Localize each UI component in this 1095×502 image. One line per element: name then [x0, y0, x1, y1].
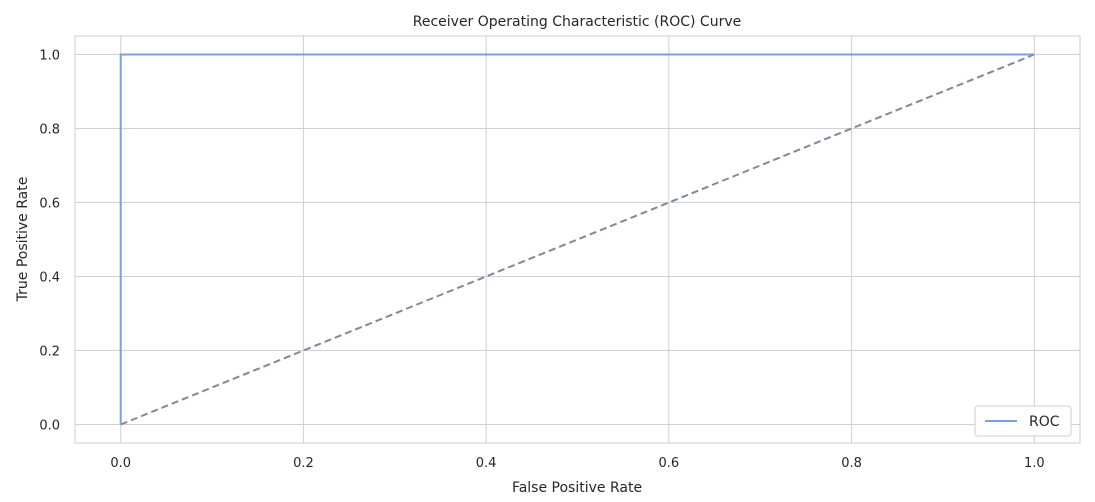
y-tick-label: 0.6: [39, 197, 60, 212]
x-tick-label: 0.2: [293, 456, 314, 471]
tick-labels: 0.0 0.2 0.4 0.6 0.8 1.0 0.0 0.2 0.4 0.6 0.8 1.0: [39, 49, 1044, 472]
y-tick-label: 0.0: [39, 419, 60, 434]
y-tick-label: 0.4: [39, 271, 60, 286]
x-axis-label: False Positive Rate: [512, 480, 642, 496]
y-tick-label: 0.2: [39, 345, 60, 360]
chance-line: [120, 53, 1035, 426]
chart-title: Receiver Operating Characteristic (ROC) …: [413, 14, 742, 30]
x-tick-label: 0.8: [841, 456, 862, 471]
series: [119, 53, 1035, 426]
roc-curve: [119, 53, 1035, 425]
legend-box: [974, 405, 1072, 437]
x-tick-label: 0.6: [659, 456, 680, 471]
x-tick-label: 1.0: [1024, 456, 1045, 471]
y-axis-label: True Positive Rate: [15, 177, 31, 303]
legend-label-roc: ROC: [1029, 414, 1060, 430]
plot-frame: [74, 35, 1081, 444]
y-tick-label: 1.0: [39, 49, 60, 64]
x-tick-label: 0.0: [110, 456, 131, 471]
x-tick-label: 0.4: [476, 456, 497, 471]
legend: ROC: [974, 405, 1072, 437]
y-tick-label: 0.8: [39, 123, 60, 138]
